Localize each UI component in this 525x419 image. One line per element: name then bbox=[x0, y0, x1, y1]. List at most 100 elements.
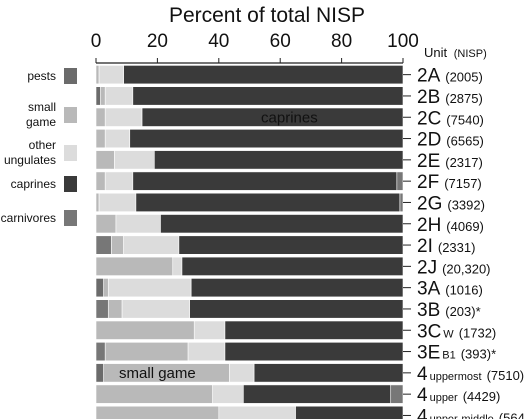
legend-swatch bbox=[64, 145, 77, 161]
bar-segment bbox=[104, 86, 134, 106]
bar-segment bbox=[95, 86, 101, 106]
bar-segment bbox=[132, 171, 398, 191]
bar-segment bbox=[190, 278, 404, 298]
unit-label-main: 3E bbox=[417, 343, 440, 364]
x-tick-label: 100 bbox=[387, 31, 419, 52]
bar-segment bbox=[224, 320, 404, 340]
unit-label-main: 3A bbox=[417, 279, 441, 300]
unit-label-sub: upper-middle bbox=[430, 413, 494, 419]
legend: pests small game other ungulates caprines carn… bbox=[1, 68, 77, 226]
legend-label-line: carnivores bbox=[1, 211, 56, 225]
unit-nisp: (2331) bbox=[438, 240, 476, 255]
unit-label-main: 2I bbox=[417, 236, 433, 257]
x-tick-label: 0 bbox=[91, 31, 102, 52]
bar-segment bbox=[243, 384, 392, 404]
bar-segment bbox=[95, 278, 104, 298]
bar-segment bbox=[399, 192, 404, 212]
bar-segment bbox=[154, 150, 404, 170]
unit-label: 2G (3392) bbox=[417, 193, 485, 214]
unit-nisp: (5647) bbox=[499, 410, 525, 419]
unit-label: 2I (2331) bbox=[417, 236, 475, 257]
bar-segment bbox=[229, 363, 255, 383]
bar-segment bbox=[123, 235, 180, 255]
unit-label: 3A (1016) bbox=[417, 279, 483, 300]
unit-label-main: 2E bbox=[417, 151, 440, 172]
unit-nisp: (4069) bbox=[446, 219, 484, 234]
bar-segment bbox=[95, 363, 104, 383]
bar-segment bbox=[396, 171, 404, 191]
bar-segment bbox=[95, 341, 106, 362]
bar-segment bbox=[224, 341, 404, 362]
bar-segment bbox=[123, 65, 404, 85]
bar-segment bbox=[95, 214, 117, 234]
unit-nisp: (2005) bbox=[445, 70, 483, 85]
unit-labels: 2A (2005) 2B (2875) 2C (7540) 2D (6565) 2E (2317)… bbox=[403, 66, 525, 419]
x-tick-label: 60 bbox=[270, 31, 291, 52]
bar-segment bbox=[295, 405, 404, 419]
bar-segment bbox=[253, 363, 404, 383]
unit-header: Unit (NISP) bbox=[424, 45, 487, 60]
bar-segment bbox=[95, 107, 106, 127]
legend-label-line: game bbox=[26, 115, 56, 129]
unit-label-main: 4 bbox=[417, 406, 428, 419]
unit-nisp: (4429) bbox=[463, 389, 501, 404]
bar-segment bbox=[115, 214, 161, 234]
unit-label: 2C (7540) bbox=[417, 108, 484, 129]
unit-label: 4 uppermost (7510) bbox=[417, 364, 524, 385]
bars bbox=[95, 65, 404, 419]
legend-label-line: other bbox=[29, 138, 56, 152]
unit-label-main: 2H bbox=[417, 215, 441, 236]
unit-label: 3E B1 (393)* bbox=[417, 343, 496, 364]
legend-label-line: caprines bbox=[11, 177, 56, 191]
unit-label: 2E (2317) bbox=[417, 151, 483, 172]
unit-nisp: (2875) bbox=[445, 91, 483, 106]
unit-nisp: (7510) bbox=[487, 368, 525, 383]
bar-segment bbox=[218, 405, 296, 419]
bar-segment bbox=[135, 192, 401, 212]
unit-label-main: 3B bbox=[417, 300, 440, 321]
unit-nisp: (393)* bbox=[461, 347, 496, 362]
unit-nisp: (203)* bbox=[445, 304, 480, 319]
unit-label-main: 2A bbox=[417, 66, 441, 87]
bar-segment bbox=[98, 65, 124, 85]
unit-nisp: (7540) bbox=[446, 112, 484, 127]
bar-segment bbox=[181, 256, 404, 276]
bar-segment bbox=[95, 171, 106, 191]
unit-label-main: 4 bbox=[417, 364, 428, 385]
legend-label: small game bbox=[26, 100, 56, 129]
bar-segment bbox=[189, 299, 404, 319]
unit-nisp: (1732) bbox=[459, 325, 497, 340]
bar-segment bbox=[107, 299, 123, 319]
bar-segment bbox=[104, 341, 189, 362]
bar-segment bbox=[95, 256, 174, 276]
bar-segment bbox=[98, 192, 137, 212]
x-tick-label: 20 bbox=[147, 31, 168, 52]
bar-segment bbox=[100, 86, 106, 106]
chart-title: Percent of total NISP bbox=[169, 4, 365, 27]
unit-nisp: (6565) bbox=[446, 134, 484, 149]
unit-label-main: 2G bbox=[417, 193, 442, 214]
unit-label-main: 3C bbox=[417, 321, 441, 342]
unit-label: 3B (203)* bbox=[417, 300, 481, 321]
legend-swatch bbox=[64, 68, 77, 84]
unit-label-main: 2B bbox=[417, 87, 440, 108]
bar-segment bbox=[193, 320, 226, 340]
unit-label-main: 2D bbox=[417, 130, 441, 151]
bar-segment bbox=[104, 129, 131, 149]
bar-segment bbox=[104, 107, 143, 127]
legend-label-line: ungulates bbox=[4, 153, 56, 167]
unit-nisp: (20,320) bbox=[442, 261, 490, 276]
legend-label: caprines bbox=[11, 177, 56, 191]
bar-segment bbox=[95, 65, 100, 85]
legend-label: carnivores bbox=[1, 211, 56, 225]
bar-segment bbox=[95, 320, 195, 340]
unit-label: 2A (2005) bbox=[417, 66, 483, 87]
bar-segment bbox=[212, 384, 244, 404]
bar-segment bbox=[95, 384, 213, 404]
bar-segment bbox=[104, 171, 134, 191]
unit-label: 4 upper (4429) bbox=[417, 385, 500, 406]
legend-swatch bbox=[64, 107, 77, 123]
unit-nisp: (7157) bbox=[444, 176, 482, 191]
